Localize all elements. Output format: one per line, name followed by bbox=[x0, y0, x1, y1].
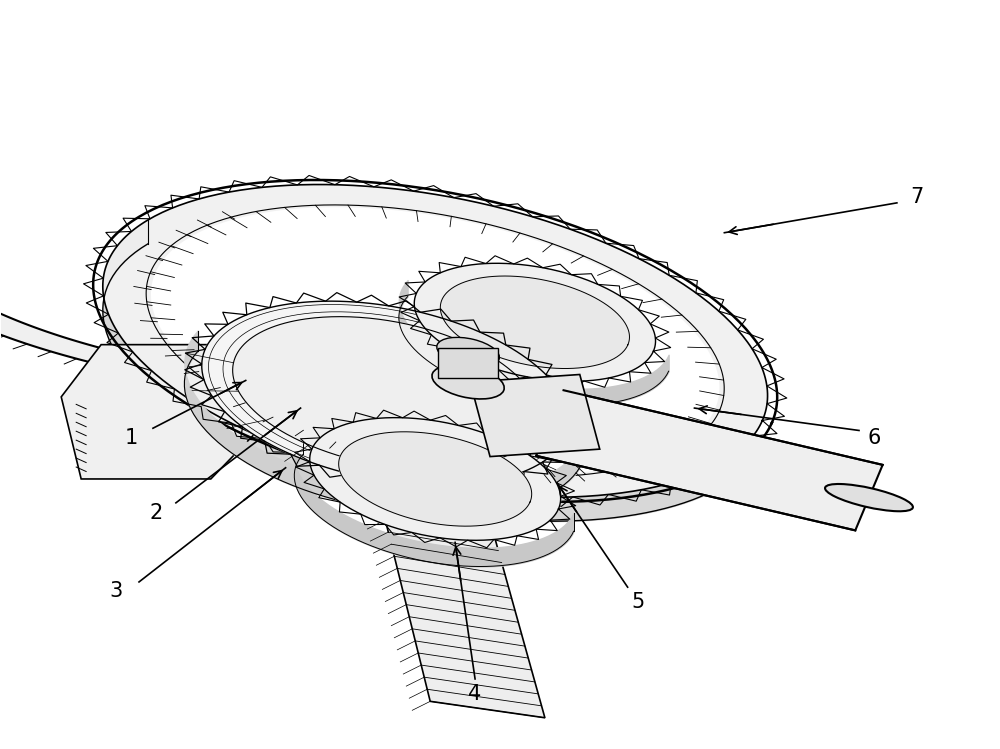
Ellipse shape bbox=[432, 365, 504, 399]
Polygon shape bbox=[61, 345, 291, 479]
Polygon shape bbox=[310, 418, 561, 540]
Text: 3: 3 bbox=[109, 581, 123, 601]
Polygon shape bbox=[233, 317, 538, 470]
Ellipse shape bbox=[437, 337, 499, 367]
Polygon shape bbox=[0, 246, 262, 391]
Polygon shape bbox=[103, 184, 768, 497]
Polygon shape bbox=[440, 276, 629, 369]
Text: 4: 4 bbox=[468, 684, 482, 704]
Polygon shape bbox=[470, 374, 600, 457]
Text: 2: 2 bbox=[149, 503, 163, 523]
Text: 5: 5 bbox=[631, 592, 644, 612]
Text: 1: 1 bbox=[124, 428, 138, 448]
Text: 7: 7 bbox=[910, 187, 923, 207]
Ellipse shape bbox=[825, 484, 913, 512]
Polygon shape bbox=[339, 431, 532, 526]
Polygon shape bbox=[414, 264, 656, 381]
Polygon shape bbox=[385, 520, 545, 718]
Text: 6: 6 bbox=[867, 428, 881, 448]
Polygon shape bbox=[438, 348, 498, 378]
Polygon shape bbox=[536, 390, 883, 530]
Polygon shape bbox=[202, 301, 569, 485]
